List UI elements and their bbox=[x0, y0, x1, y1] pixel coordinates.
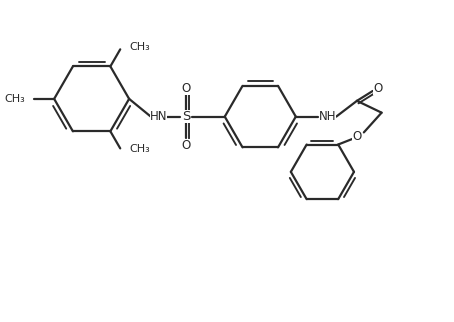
Text: CH₃: CH₃ bbox=[129, 43, 150, 52]
Text: HN: HN bbox=[150, 110, 168, 123]
Text: O: O bbox=[182, 139, 191, 152]
Text: S: S bbox=[182, 110, 191, 123]
Text: CH₃: CH₃ bbox=[5, 94, 25, 104]
Text: NH: NH bbox=[319, 110, 336, 123]
Text: O: O bbox=[352, 130, 361, 143]
Text: O: O bbox=[373, 81, 382, 95]
Text: CH₃: CH₃ bbox=[129, 144, 150, 154]
Text: O: O bbox=[182, 81, 191, 95]
